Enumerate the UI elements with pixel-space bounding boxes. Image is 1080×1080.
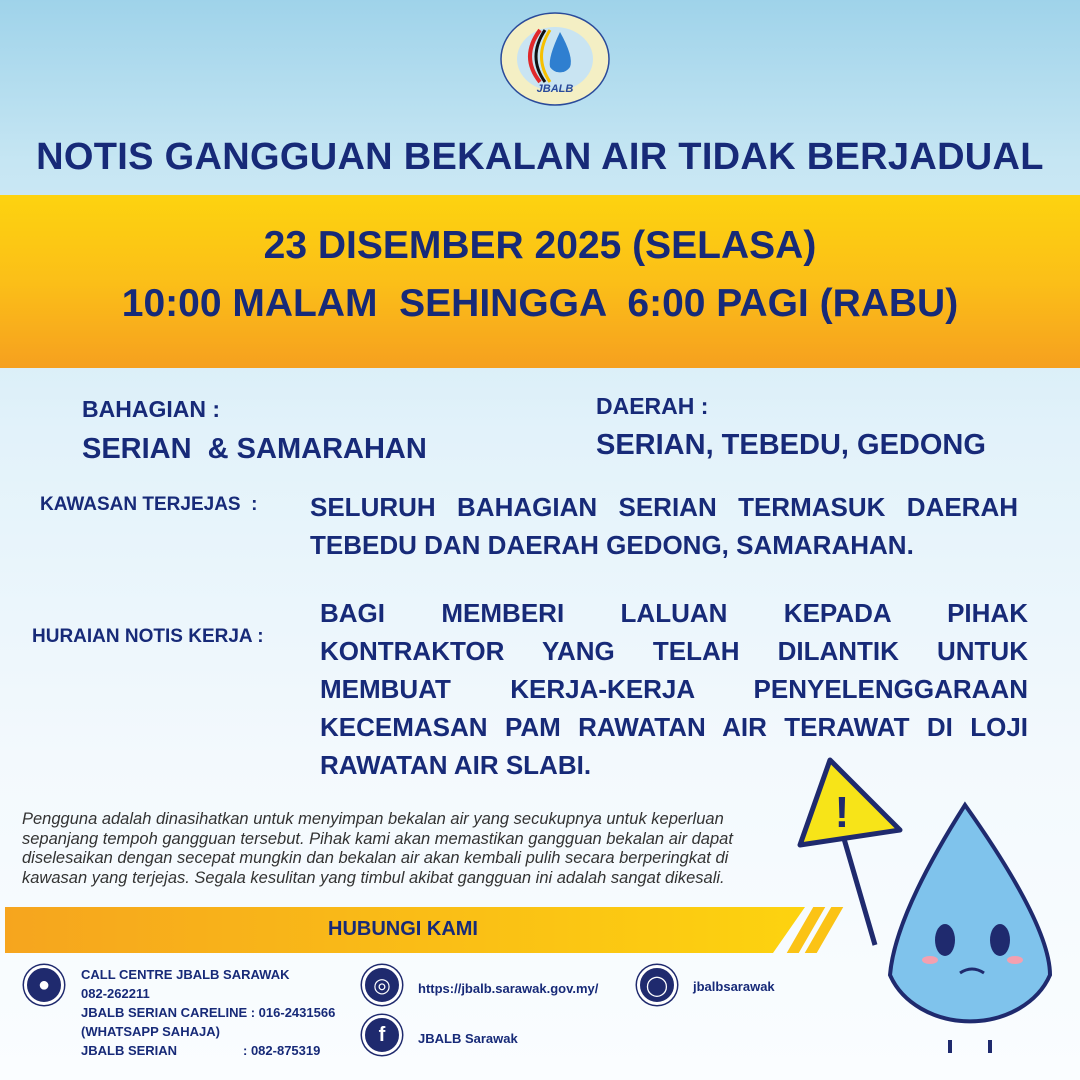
- daerah-value: SERIAN, TEBEDU, GEDONG: [596, 429, 986, 461]
- bahagian-value: SERIAN & SAMARAHAN: [82, 433, 427, 465]
- instagram-link[interactable]: jbalbsarawak: [693, 979, 775, 994]
- warning-icon: !: [835, 788, 850, 837]
- daerah-label: DAERAH :: [596, 393, 709, 419]
- page-title: NOTIS GANGGUAN BEKALAN AIR TIDAK BERJADU…: [36, 136, 1044, 178]
- banner-date: 23 DISEMBER 2025 (SELASA): [263, 224, 817, 267]
- logo-name: JBALB: [537, 83, 574, 95]
- advisory-note: Pengguna adalah dinasihatkan untuk menyi…: [22, 810, 733, 887]
- contact-heading: HUBUNGI KAMI: [328, 918, 478, 940]
- huraian-label: HURAIAN NOTIS KERJA :: [32, 626, 264, 647]
- banner-time: 10:00 MALAM SEHINGGA 6:00 PAGI (RABU): [121, 282, 959, 325]
- water-drop-mascot: !: [780, 755, 1070, 1055]
- globe-icon: ◎: [362, 965, 402, 1005]
- phone-contacts: CALL CENTRE JBALB SARAWAK 082-262211 JBALB…: [81, 967, 336, 1058]
- schedule-banner: [0, 195, 1080, 368]
- facebook-link[interactable]: JBALB Sarawak: [418, 1031, 518, 1046]
- bahagian-label: BAHAGIAN :: [82, 396, 220, 422]
- kawasan-label: KAWASAN TERJEJAS :: [40, 494, 258, 515]
- website-link[interactable]: https://jbalb.sarawak.gov.my/: [418, 981, 599, 996]
- instagram-icon: ◯: [637, 965, 677, 1005]
- user-icon: ●: [24, 965, 64, 1005]
- facebook-icon: f: [362, 1015, 402, 1055]
- huraian-value: BAGI MEMBERI LALUAN KEPADA PIHAK KONTRAKT…: [320, 598, 1028, 780]
- logo: JBALB: [500, 12, 610, 106]
- kawasan-value: SELURUH BAHAGIAN SERIAN TERMASUK DAERAH T…: [310, 492, 1018, 560]
- contact-header-bar: [5, 907, 805, 953]
